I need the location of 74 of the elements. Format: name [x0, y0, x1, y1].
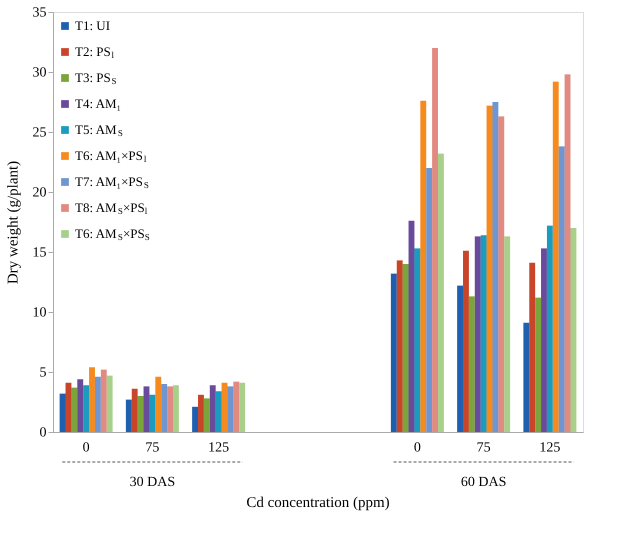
y-tick-label: 10	[32, 306, 46, 320]
bar	[155, 376, 162, 432]
bar	[390, 274, 397, 432]
y-tick-label: 5	[40, 366, 46, 380]
x-tick-label: 0	[82, 440, 90, 456]
y-tick-label: 35	[32, 6, 46, 20]
bar	[239, 382, 246, 432]
bar	[149, 394, 156, 432]
bar	[210, 385, 216, 432]
bar	[523, 322, 530, 432]
x-tick-label: 75	[145, 440, 160, 456]
x-tick-label: 75	[476, 440, 491, 456]
bar	[198, 394, 204, 432]
bar	[492, 102, 498, 432]
bar	[486, 106, 492, 432]
bar	[564, 74, 570, 432]
bar	[457, 286, 464, 432]
bar	[558, 146, 565, 432]
x-axis-title: Cd concentration (ppm)	[246, 495, 390, 511]
bar	[144, 386, 150, 432]
bar	[498, 116, 504, 432]
bar	[546, 226, 553, 432]
bar	[222, 382, 228, 432]
text: 30 DAS	[130, 475, 176, 490]
bar	[138, 396, 144, 432]
bar	[233, 382, 240, 432]
bar	[66, 382, 72, 432]
y-tick-label: 30	[32, 66, 46, 80]
x-tick-label: 125	[539, 440, 560, 456]
bar	[438, 154, 444, 432]
bar	[216, 391, 222, 432]
bar	[570, 228, 576, 432]
bar	[83, 385, 90, 432]
bar	[161, 384, 168, 432]
y-tick-label: 25	[32, 126, 46, 140]
legend-label: T4: AM₁	[75, 96, 122, 111]
y-tick-label: 0	[40, 426, 46, 440]
bar	[432, 48, 438, 432]
bar	[396, 260, 403, 432]
bar	[426, 168, 432, 432]
bar	[552, 82, 559, 432]
bar	[172, 385, 179, 432]
bar	[126, 400, 132, 432]
bar	[414, 248, 420, 432]
bar	[408, 220, 414, 432]
bar	[100, 370, 107, 432]
bar	[132, 388, 138, 432]
bar	[474, 236, 481, 432]
bar	[535, 298, 542, 432]
bar	[60, 394, 66, 432]
bar	[204, 398, 210, 432]
y-tick-label: 20	[32, 186, 46, 200]
bar	[106, 376, 113, 432]
bar	[402, 264, 409, 432]
bar	[77, 379, 84, 432]
bar	[167, 386, 173, 432]
bar	[192, 406, 198, 432]
bar	[89, 367, 95, 432]
bar	[529, 262, 536, 432]
bar	[420, 100, 426, 432]
x-tick-label: 0	[414, 440, 421, 456]
bar	[468, 296, 475, 432]
bar	[227, 386, 234, 432]
bar	[94, 376, 101, 432]
bar	[480, 235, 487, 432]
y-axis-title: Dry weight (g/plant)	[6, 160, 22, 284]
x-tick-label: 125	[208, 440, 230, 456]
bar	[71, 388, 78, 432]
text: 60 DAS	[460, 475, 506, 490]
bar	[504, 236, 510, 432]
legend-label: T1: UI	[75, 18, 110, 33]
bar	[541, 248, 547, 432]
bar	[463, 250, 469, 432]
y-tick-label: 15	[32, 246, 46, 260]
